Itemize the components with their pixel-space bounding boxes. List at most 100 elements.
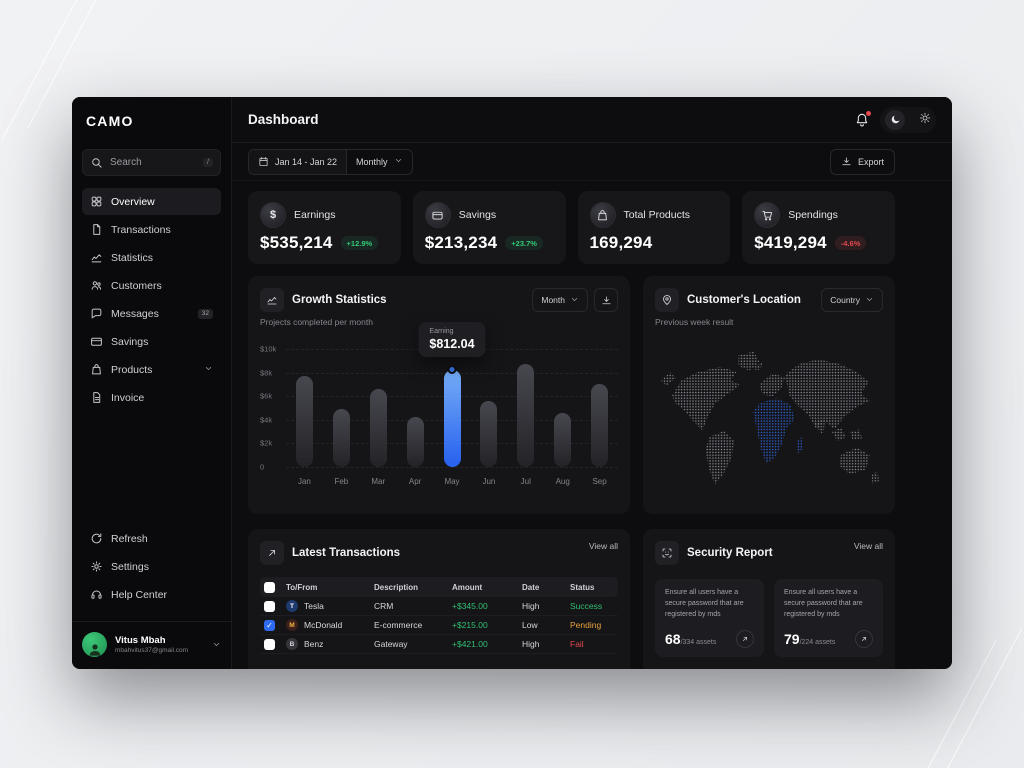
bar[interactable] bbox=[295, 376, 313, 467]
bar-column[interactable]: Earning $812.04 bbox=[418, 322, 486, 467]
arrow-up-right-icon[interactable] bbox=[855, 629, 873, 648]
bar-column[interactable] bbox=[397, 349, 434, 467]
bar[interactable] bbox=[591, 384, 609, 467]
stat-value: $213,234 bbox=[424, 233, 498, 252]
bar[interactable] bbox=[443, 365, 461, 467]
table-row[interactable]: ✓ M McDonald E-commerce +$215.00 Low Pending bbox=[260, 616, 618, 635]
search-input[interactable]: Search / bbox=[82, 149, 221, 176]
security-item[interactable]: Ensure all users have a secure password … bbox=[655, 579, 764, 657]
notifications-button[interactable] bbox=[854, 110, 871, 128]
sidebar-item-statistics[interactable]: Statistics bbox=[82, 244, 221, 271]
sidebar-item-refresh[interactable]: Refresh bbox=[82, 525, 221, 552]
column-header: Date bbox=[522, 582, 540, 592]
country-dropdown[interactable]: Country bbox=[821, 288, 883, 312]
bag-icon bbox=[90, 363, 103, 376]
bar[interactable] bbox=[406, 417, 424, 467]
sidebar-item-savings[interactable]: Savings bbox=[82, 328, 221, 355]
bar-column[interactable] bbox=[286, 349, 323, 467]
bar-column[interactable] bbox=[581, 349, 618, 467]
bar[interactable] bbox=[480, 400, 498, 467]
security-item[interactable]: Ensure all users have a secure password … bbox=[774, 579, 883, 657]
export-button[interactable]: Export bbox=[829, 148, 895, 175]
stat-card-spendings[interactable]: Spendings $419,294 -4.6% bbox=[742, 191, 895, 264]
sidebar-item-invoice[interactable]: Invoice bbox=[82, 384, 221, 411]
chevron-down-icon bbox=[204, 364, 213, 376]
user-profile[interactable]: Vitus Mbah mbahvitus37@gmail.com bbox=[72, 621, 231, 659]
x-tick-label: Jun bbox=[482, 477, 496, 486]
sidebar-item-help-center[interactable]: Help Center bbox=[82, 581, 221, 608]
description-cell: CRM bbox=[374, 601, 394, 611]
growth-chart-icon bbox=[260, 288, 284, 312]
sidebar: CAMO Search / Overview Transactions Stat… bbox=[72, 97, 232, 669]
security-view-all-link[interactable]: View all bbox=[853, 541, 883, 551]
sidebar-item-transactions[interactable]: Transactions bbox=[82, 216, 221, 243]
moon-icon[interactable] bbox=[885, 109, 905, 130]
bar[interactable] bbox=[517, 364, 535, 467]
y-tick-label: $6k bbox=[260, 391, 273, 401]
stat-card-savings[interactable]: Savings $213,234 +23.7% bbox=[412, 191, 566, 264]
sidebar-item-overview[interactable]: Overview bbox=[82, 188, 221, 215]
chevron-down-icon bbox=[570, 295, 579, 306]
profile-name: Vitus Mbah bbox=[115, 635, 166, 646]
users-icon bbox=[90, 279, 103, 292]
security-item-value: 68/334 assets bbox=[665, 630, 717, 647]
bar[interactable] bbox=[554, 412, 572, 467]
chevron-down-icon bbox=[865, 295, 874, 306]
table-row[interactable]: T Tesla CRM +$345.00 High Success bbox=[260, 597, 618, 616]
avatar bbox=[82, 632, 107, 657]
month-dropdown[interactable]: Month bbox=[532, 288, 588, 312]
date-range-button[interactable]: Jan 14 - Jan 22 bbox=[249, 149, 348, 174]
arrow-up-right-icon[interactable] bbox=[736, 629, 754, 648]
growth-subtitle: Projects completed per month bbox=[260, 317, 373, 327]
tooltip-value: $812.04 bbox=[429, 337, 475, 352]
sidebar-item-label: Transactions bbox=[111, 223, 171, 236]
bar-column[interactable] bbox=[507, 349, 544, 467]
profile-meta: Vitus Mbah mbahvitus37@gmail.com bbox=[115, 635, 204, 654]
date-range-label: Jan 14 - Jan 22 bbox=[275, 156, 338, 167]
row-checkbox[interactable] bbox=[264, 638, 275, 650]
row-checkbox[interactable] bbox=[264, 600, 275, 612]
stat-card-total-products[interactable]: Total Products 169,294 bbox=[577, 191, 731, 264]
x-tick-label: Feb bbox=[334, 477, 349, 486]
bar[interactable] bbox=[332, 409, 350, 467]
y-tick-label: $4k bbox=[260, 415, 273, 425]
description-cell: Gateway bbox=[374, 639, 408, 649]
sun-icon[interactable] bbox=[919, 111, 931, 129]
bar-column[interactable] bbox=[323, 349, 360, 467]
chevron-down-icon bbox=[394, 156, 403, 167]
sidebar-item-customers[interactable]: Customers bbox=[82, 272, 221, 299]
x-tick-label: Sep bbox=[592, 477, 607, 486]
transactions-view-all-link[interactable]: View all bbox=[588, 541, 618, 551]
theme-toggle[interactable] bbox=[880, 106, 936, 133]
bar-column[interactable] bbox=[544, 349, 581, 467]
sidebar-item-products[interactable]: Products bbox=[82, 356, 221, 383]
transfer-arrow-icon bbox=[260, 541, 284, 565]
grid-line bbox=[286, 467, 618, 468]
stat-card-earnings[interactable]: $ Earnings $535,214 +12.9% bbox=[248, 191, 401, 264]
sidebar-item-label: Statistics bbox=[111, 251, 154, 264]
growth-title: Growth Statistics bbox=[292, 294, 387, 306]
bar[interactable] bbox=[369, 389, 387, 467]
brand-avatar: T bbox=[286, 600, 298, 612]
period-dropdown[interactable]: Monthly bbox=[347, 150, 412, 174]
download-icon bbox=[841, 156, 852, 167]
stat-label: Total Products bbox=[623, 209, 691, 221]
sidebar-item-settings[interactable]: Settings bbox=[82, 553, 221, 580]
security-item-text: Ensure all users have a secure password … bbox=[665, 589, 744, 618]
world-map[interactable] bbox=[655, 331, 883, 502]
table-row[interactable]: B Benz Gateway +$421.00 High Fail bbox=[260, 635, 618, 654]
select-all-checkbox[interactable] bbox=[264, 581, 275, 593]
bar-column[interactable] bbox=[470, 349, 507, 467]
status-cell: Fail bbox=[570, 639, 584, 649]
date-cell: Low bbox=[522, 620, 538, 630]
amount-cell: +$215.00 bbox=[452, 620, 488, 630]
row-checkbox[interactable]: ✓ bbox=[264, 619, 275, 631]
refresh-icon bbox=[90, 532, 103, 545]
search-shortcut-badge: / bbox=[203, 158, 213, 167]
status-cell: Success bbox=[570, 601, 603, 611]
status-cell: Pending bbox=[570, 620, 602, 630]
chart-download-button[interactable] bbox=[594, 288, 618, 312]
month-label: Month bbox=[541, 295, 565, 305]
sidebar-item-messages[interactable]: Messages 32 bbox=[82, 300, 221, 327]
bar-column[interactable] bbox=[360, 349, 397, 467]
